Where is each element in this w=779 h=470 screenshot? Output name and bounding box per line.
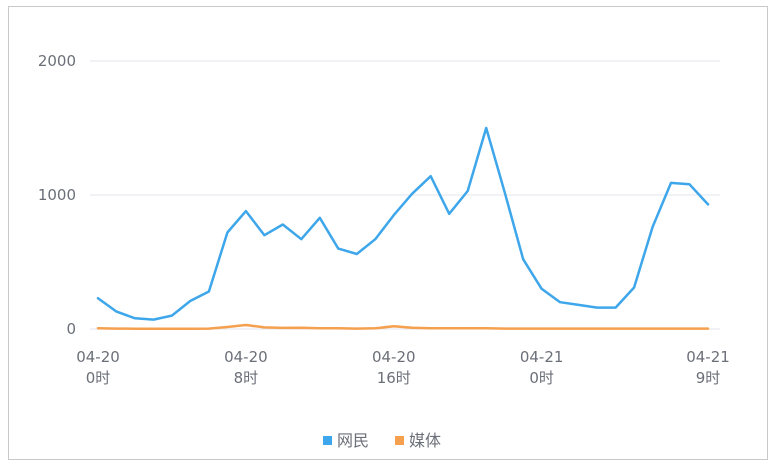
series-lines bbox=[96, 126, 710, 330]
legend-label: 网民 bbox=[337, 431, 369, 450]
x-tick-label-hour: 16时 bbox=[377, 369, 411, 387]
legend-item[interactable]: 网民 bbox=[323, 431, 369, 450]
legend-item[interactable]: 媒体 bbox=[395, 431, 441, 450]
y-tick-label: 2000 bbox=[38, 52, 76, 70]
x-tick-label-hour: 9时 bbox=[696, 369, 721, 387]
legend-label: 媒体 bbox=[409, 431, 441, 450]
series-line-media bbox=[96, 323, 710, 330]
x-tick-label-hour: 0时 bbox=[529, 369, 554, 387]
x-tick-label-date: 04-20 bbox=[372, 348, 416, 366]
legend: 网民 媒体 bbox=[323, 431, 441, 450]
series-line-netizens bbox=[96, 126, 710, 321]
legend-swatch bbox=[323, 436, 332, 445]
x-tick-label-hour: 8时 bbox=[234, 369, 259, 387]
y-axis: 0 1000 2000 bbox=[38, 52, 76, 338]
y-tick-label: 1000 bbox=[38, 186, 76, 204]
x-tick-label-date: 04-20 bbox=[76, 348, 120, 366]
x-tick-label-date: 04-20 bbox=[224, 348, 268, 366]
grid-lines bbox=[90, 60, 720, 330]
x-axis: 04-20 0时 04-20 8时 04-20 16时 04-21 0时 04-21 9时 bbox=[76, 348, 730, 387]
chart-frame bbox=[8, 6, 768, 460]
legend-swatch bbox=[395, 436, 404, 445]
y-tick-label: 0 bbox=[66, 320, 76, 338]
x-tick-label-date: 04-21 bbox=[686, 348, 730, 366]
x-tick-label-hour: 0时 bbox=[86, 369, 111, 387]
x-tick-label-date: 04-21 bbox=[520, 348, 564, 366]
